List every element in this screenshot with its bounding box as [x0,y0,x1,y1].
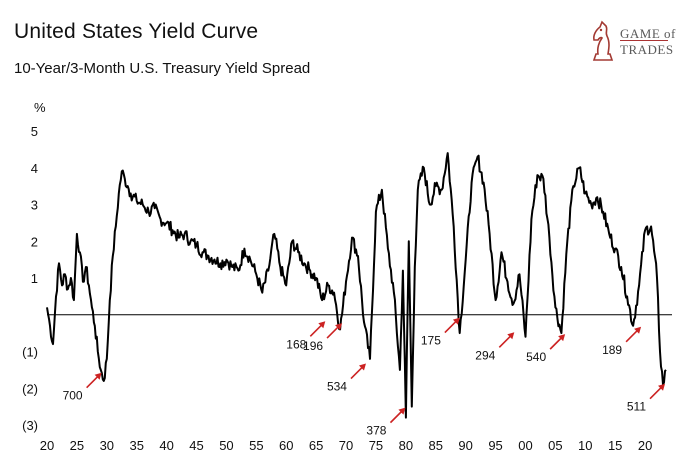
x-tick-label: 15 [608,438,622,453]
x-tick-label: 20 [638,438,652,453]
logo-line1: GAME of [620,26,676,41]
x-axis-ticks: 20 25 30 35 40 45 50 55 60 65 70 75 80 85 90 95 00 05 10 15… [40,438,653,453]
chess-knight-icon [592,20,614,61]
callout-label: 294 [475,348,495,362]
callout-label: 534 [327,380,347,394]
x-tick-label: 65 [309,438,323,453]
x-tick-label: 80 [399,438,413,453]
x-tick-label: 25 [70,438,84,453]
callout-label: 700 [63,389,83,403]
x-tick-label: 35 [129,438,143,453]
y-tick-label: 4 [31,161,38,176]
logo-divider [620,40,668,41]
logo-line2: TRADES [620,42,674,57]
y-tick-label: 3 [31,198,38,213]
x-tick-label: 55 [249,438,263,453]
callout-arrowhead [358,363,366,371]
y-tick-label: 1 [31,271,38,286]
x-tick-label: 40 [159,438,173,453]
callout-arrowhead [335,323,343,331]
callout-label: 540 [526,350,546,364]
spread-series-line [46,152,667,419]
callout-label: 196 [303,339,323,353]
x-tick-label: 85 [429,438,443,453]
callout-arrowhead [658,383,666,391]
callout-arrowhead [507,332,515,340]
x-tick-label: 75 [369,438,383,453]
y-tick-label: 2 [31,234,38,249]
y-axis-label: % [34,100,46,115]
chart-title: United States Yield Curve [14,20,259,43]
callout-label: 175 [421,334,441,348]
x-tick-label: 90 [458,438,472,453]
callout-arrowhead [94,372,102,380]
brand-logo: GAME of TRADES [588,16,684,68]
x-tick-label: 50 [219,438,233,453]
callout-arrowhead [558,334,566,342]
x-tick-label: 95 [488,438,502,453]
callout-label: 189 [602,343,622,357]
x-tick-label: 00 [518,438,532,453]
callout-arrowhead [452,317,460,325]
x-tick-label: 30 [100,438,114,453]
y-axis-ticks: 5 4 3 2 1 (1) (2) (3) [22,124,38,433]
x-tick-label: 20 [40,438,54,453]
y-tick-label: 5 [31,124,38,139]
callout-label: 511 [627,400,646,414]
chart-subtitle: 10-Year/3-Month U.S. Treasury Yield Spre… [14,60,311,77]
callout-arrowhead [398,407,406,415]
x-tick-label: 70 [339,438,353,453]
y-tick-label: (1) [22,345,38,360]
callout-arrowhead [318,321,326,329]
x-tick-label: 05 [548,438,562,453]
callout-label: 378 [366,424,386,438]
callout-label: 168 [286,337,306,351]
x-tick-label: 45 [189,438,203,453]
x-tick-label: 60 [279,438,293,453]
callout-arrowhead [634,326,642,334]
x-tick-label: 10 [578,438,592,453]
y-tick-label: (2) [22,381,38,396]
y-tick-label: (3) [22,418,38,433]
